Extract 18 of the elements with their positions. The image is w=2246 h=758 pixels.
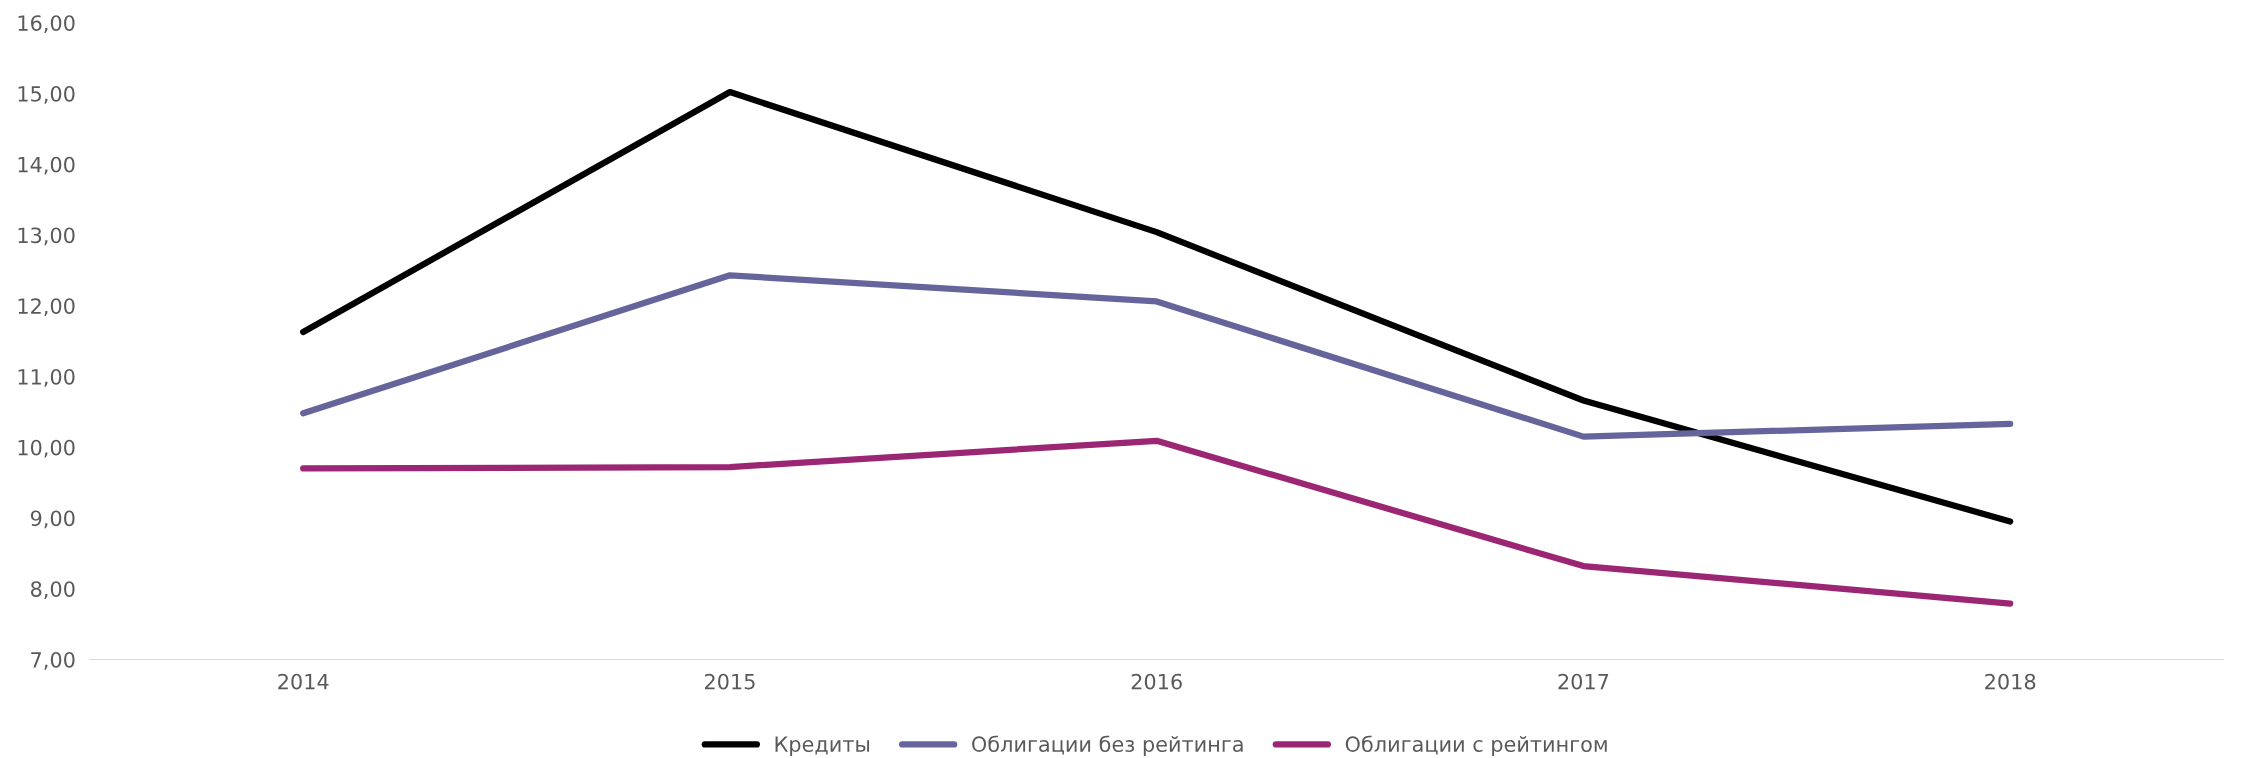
- y-tick-label: 9,00: [30, 510, 75, 529]
- y-tick-label: 14,00: [18, 156, 75, 175]
- y-tick-label: 15,00: [18, 85, 75, 104]
- y-tick-label: 12,00: [18, 298, 75, 317]
- y-tick-label: 8,00: [30, 581, 75, 600]
- y-tick-label: 7,00: [31, 651, 75, 670]
- x-tick-label: 2016: [1131, 673, 1182, 690]
- x-tick-label: 2018: [1985, 673, 2036, 690]
- y-tick-label: 13,00: [18, 227, 75, 246]
- x-tick-label: 2015: [704, 673, 755, 690]
- legend-label: Кредиты: [775, 736, 870, 757]
- legend-label: Облигации с рейтингом: [1345, 735, 1607, 757]
- x-tick-label: 2017: [1558, 673, 1609, 690]
- y-tick-label: 10,00: [18, 439, 75, 458]
- y-tick-label: 16,00: [18, 15, 75, 34]
- x-tick-label: 2014: [278, 673, 329, 690]
- y-tick-label: 11,00: [18, 368, 75, 387]
- legend-label: Облигации без рейтинга: [972, 735, 1243, 757]
